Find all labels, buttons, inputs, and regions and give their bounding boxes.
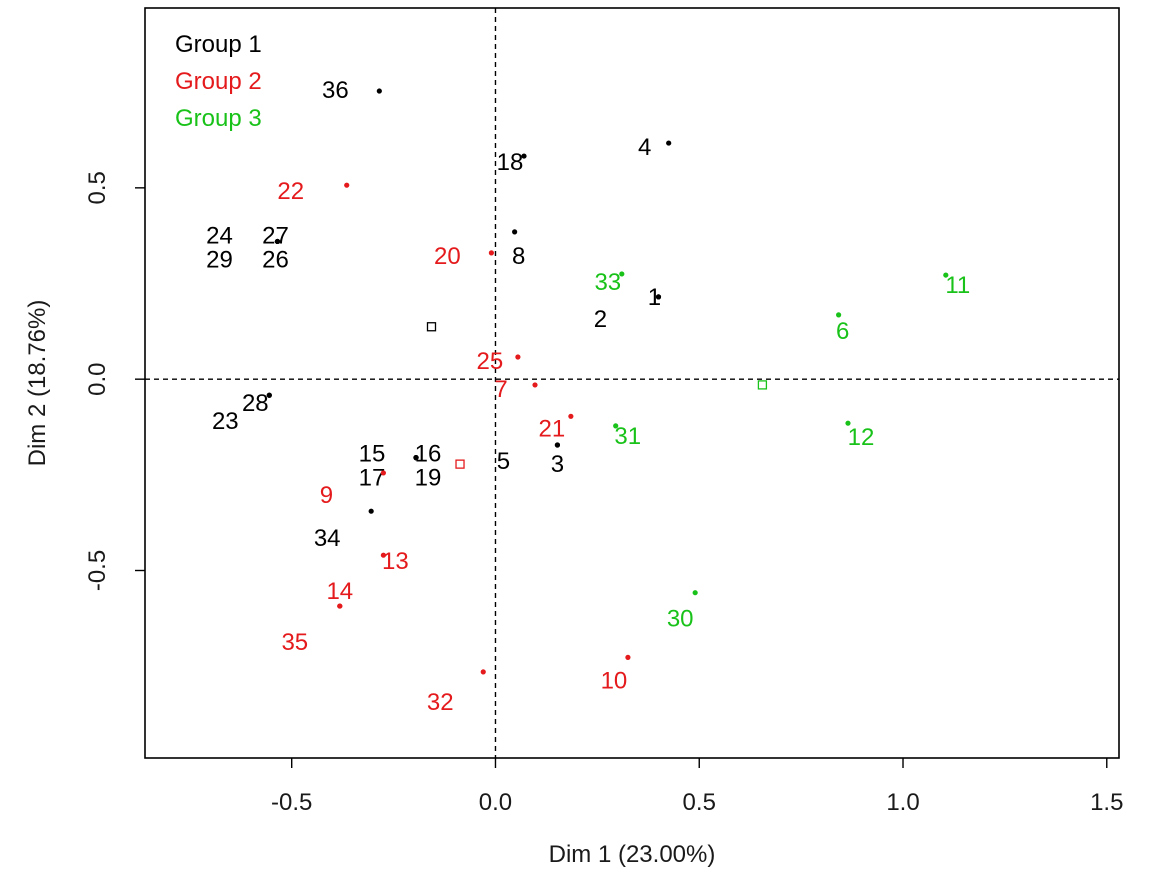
point-marker <box>521 153 527 159</box>
point-label: 23 <box>212 408 239 435</box>
point-marker <box>554 442 561 448</box>
point-marker <box>619 271 625 277</box>
point-label: 30 <box>667 606 694 633</box>
point-label: 2 <box>594 306 607 333</box>
y-tick-label: -0.5 <box>84 550 111 591</box>
x-axis: -0.5 0.0 0.5 1.0 1.5 <box>271 758 1123 816</box>
point-marker <box>943 272 949 278</box>
point-marker <box>692 590 698 596</box>
point-marker <box>413 455 419 461</box>
point-label: 31 <box>614 423 641 450</box>
point-label: 10 <box>601 667 628 694</box>
point-label: 15 <box>359 441 386 468</box>
point-label: 14 <box>326 578 353 605</box>
x-tick-label: 1.0 <box>886 789 919 816</box>
point-label: 35 <box>281 629 308 656</box>
point-label: 24 <box>206 222 233 249</box>
point-marker <box>368 508 374 514</box>
x-tick-label: 0.5 <box>683 789 716 816</box>
point-label: 17 <box>359 465 386 492</box>
point-label: 20 <box>434 243 461 270</box>
point-marker <box>613 423 619 429</box>
point-marker <box>376 88 382 94</box>
point-marker <box>380 470 387 476</box>
point-label: 19 <box>415 465 442 492</box>
legend-entry: Group 2 <box>175 68 262 95</box>
point-label: 18 <box>497 149 524 176</box>
y-axis-title: Dim 2 (18.76%) <box>24 300 51 467</box>
x-axis-title: Dim 1 (23.00%) <box>549 841 716 868</box>
point-label: 25 <box>477 348 504 375</box>
centroid-marker <box>455 459 465 469</box>
point-label: 3 <box>551 451 564 478</box>
legend-entry: Group 3 <box>175 105 262 132</box>
point-label: 16 <box>415 441 442 468</box>
point-marker <box>337 603 343 609</box>
point-label: 5 <box>497 448 510 475</box>
point-label: 34 <box>314 525 341 552</box>
point-label: 13 <box>382 548 409 575</box>
x-tick-label: -0.5 <box>271 789 312 816</box>
point-label: 21 <box>539 415 566 442</box>
centroid-marker <box>757 380 768 390</box>
point-marker <box>836 312 842 318</box>
point-marker <box>515 354 521 360</box>
point-marker <box>480 669 486 675</box>
point-label: 7 <box>494 376 507 403</box>
point-label: 33 <box>594 269 621 296</box>
point-label: 29 <box>206 246 233 273</box>
point-marker <box>845 420 851 426</box>
point-marker <box>344 182 350 188</box>
point-marker <box>274 238 281 245</box>
y-tick-label: 0.5 <box>84 171 111 204</box>
y-tick-label: 0.0 <box>84 362 111 395</box>
point-marker <box>512 229 518 235</box>
plot-frame <box>144 7 1120 759</box>
point-label: 11 <box>945 272 970 299</box>
point-marker <box>380 552 387 558</box>
point-label: 6 <box>836 318 849 345</box>
point-label: 22 <box>277 178 304 205</box>
point-marker <box>625 654 631 660</box>
point-label: 36 <box>322 77 349 104</box>
point-marker <box>266 392 272 398</box>
point-marker <box>666 140 672 146</box>
point-label: 8 <box>512 243 525 270</box>
legend-entry: Group 1 <box>175 31 262 58</box>
reference-lines <box>145 8 1119 758</box>
centroid-marker <box>426 322 437 332</box>
point-label: 28 <box>242 390 269 417</box>
point-marker <box>488 250 495 256</box>
point-label: 27 <box>262 222 289 249</box>
point-label: 4 <box>638 134 651 161</box>
point-marker <box>655 294 662 300</box>
point-marker <box>568 413 574 419</box>
x-tick-label: 1.5 <box>1090 789 1123 816</box>
point-marker <box>532 382 538 388</box>
legend: Group 1 Group 2 Group 3 <box>175 31 262 132</box>
point-label: 26 <box>262 246 289 273</box>
x-tick-label: 0.0 <box>479 789 512 816</box>
point-label: 9 <box>320 482 333 509</box>
point-label: 32 <box>427 689 454 716</box>
point-label: 12 <box>848 424 875 451</box>
point-label: 1 <box>648 284 661 311</box>
y-axis: -0.5 0.0 0.5 <box>84 171 145 591</box>
